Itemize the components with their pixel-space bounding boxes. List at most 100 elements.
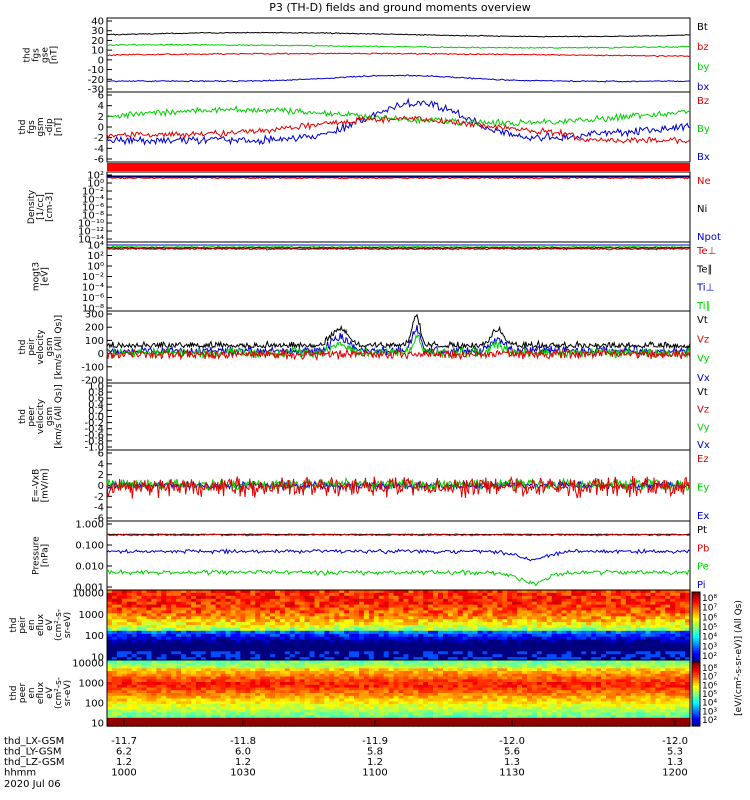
spectro-cell xyxy=(457,671,464,675)
spectro-cell xyxy=(650,607,656,611)
spectro-cell xyxy=(279,598,286,603)
spectro-cell xyxy=(487,671,493,675)
spectro-cell xyxy=(457,701,464,705)
spectro-cell xyxy=(200,639,207,644)
spectro-cell xyxy=(245,693,251,697)
spectro-cell xyxy=(457,595,464,600)
spectro-cell xyxy=(319,592,325,597)
spectro-cell xyxy=(512,625,518,629)
spectro-cell xyxy=(675,610,681,614)
spectro-cell xyxy=(309,704,316,708)
spectro-cell xyxy=(383,598,390,603)
spectro-cell xyxy=(447,648,454,652)
spectro-cell xyxy=(462,651,469,655)
spectro-cell xyxy=(304,723,311,727)
spectro-cell xyxy=(131,604,138,609)
spectro-cell xyxy=(136,645,143,649)
spectro-cell xyxy=(665,622,671,626)
spectro-cell xyxy=(551,630,558,635)
spectro-cell xyxy=(136,668,143,672)
spectro-cell xyxy=(195,668,202,672)
spectro-cell xyxy=(403,601,409,606)
spectro-cell xyxy=(136,636,143,641)
spectro-cell xyxy=(541,592,548,597)
spectro-cell xyxy=(314,622,320,626)
spectro-cell xyxy=(339,627,345,632)
spectro-cell xyxy=(675,613,681,617)
spectro-cell xyxy=(215,651,222,655)
spectro-cell xyxy=(581,619,587,623)
spectro-cell xyxy=(522,657,528,661)
spectro-cell xyxy=(279,654,286,658)
spectro-cell xyxy=(126,671,133,675)
spectro-cell xyxy=(284,706,291,711)
spectro-cell xyxy=(210,627,217,632)
spectro-cell xyxy=(344,679,350,683)
spectro-cell xyxy=(245,682,251,686)
spectro-cell xyxy=(166,619,172,623)
spectro-cell xyxy=(467,627,474,632)
spectro-cell xyxy=(354,590,360,594)
spectro-cell xyxy=(191,720,197,724)
spectro-cell xyxy=(220,625,227,629)
spectro-cell xyxy=(116,715,123,719)
spectro-cell xyxy=(433,723,439,727)
spectro-cell xyxy=(398,687,404,691)
spectro-cell xyxy=(319,723,325,727)
spectro-cell xyxy=(329,673,335,678)
spectro-cell xyxy=(215,660,222,664)
spectro-cell xyxy=(289,687,296,691)
spectro-cell xyxy=(462,662,469,667)
spectro-cell xyxy=(309,610,316,614)
spectro-cell xyxy=(314,695,320,700)
spectro-cell xyxy=(522,633,528,638)
spectro-cell xyxy=(477,639,484,644)
spectro-cell xyxy=(156,630,162,635)
spectro-cell xyxy=(304,648,311,652)
spectro-cell xyxy=(531,619,538,623)
spectro-cell xyxy=(378,619,385,623)
spectro-cell xyxy=(294,642,301,646)
spectro-cell xyxy=(517,595,523,600)
spectro-cell xyxy=(156,682,162,686)
spectro-cell xyxy=(403,619,409,623)
spectro-cell xyxy=(477,709,484,713)
spectro-cell xyxy=(245,601,251,606)
spectro-cell xyxy=(413,607,419,611)
spectro-cell xyxy=(630,590,637,594)
spectro-cell xyxy=(225,636,232,641)
spectro-cell xyxy=(299,619,306,623)
spectro-cell xyxy=(527,604,533,609)
spectro-cell xyxy=(156,671,162,675)
spectro-cell xyxy=(359,622,365,626)
spectro-cell xyxy=(151,665,157,669)
spectro-cell xyxy=(265,616,271,620)
spectro-cell xyxy=(428,592,434,597)
spectro-cell xyxy=(121,613,128,617)
spectro-cell xyxy=(462,619,469,623)
spectro-cell xyxy=(304,627,311,632)
y-tick-label: 10 xyxy=(91,653,104,664)
spectro-cell xyxy=(314,723,320,727)
spectro-cell xyxy=(166,715,172,719)
spectro-cell xyxy=(339,662,345,667)
spectro-cell xyxy=(630,630,637,635)
spectro-cell xyxy=(349,613,355,617)
spectro-cell xyxy=(596,651,602,655)
spectro-cell xyxy=(116,651,123,655)
spectro-cell xyxy=(527,595,533,600)
spectro-cell xyxy=(151,633,157,638)
spectro-cell xyxy=(368,698,375,702)
spectro-cell xyxy=(477,673,484,678)
spectro-cell xyxy=(665,625,671,629)
spectro-cell xyxy=(240,645,246,649)
spectro-cell xyxy=(344,654,350,658)
spectro-cell xyxy=(615,639,622,644)
spectro-cell xyxy=(620,636,627,641)
spectro-cell xyxy=(398,712,404,716)
spectro-cell xyxy=(329,668,335,672)
spectro-cell xyxy=(645,636,651,641)
spectro-cell xyxy=(403,715,409,719)
spectro-cell xyxy=(186,673,192,678)
spectro-cell xyxy=(176,642,182,646)
